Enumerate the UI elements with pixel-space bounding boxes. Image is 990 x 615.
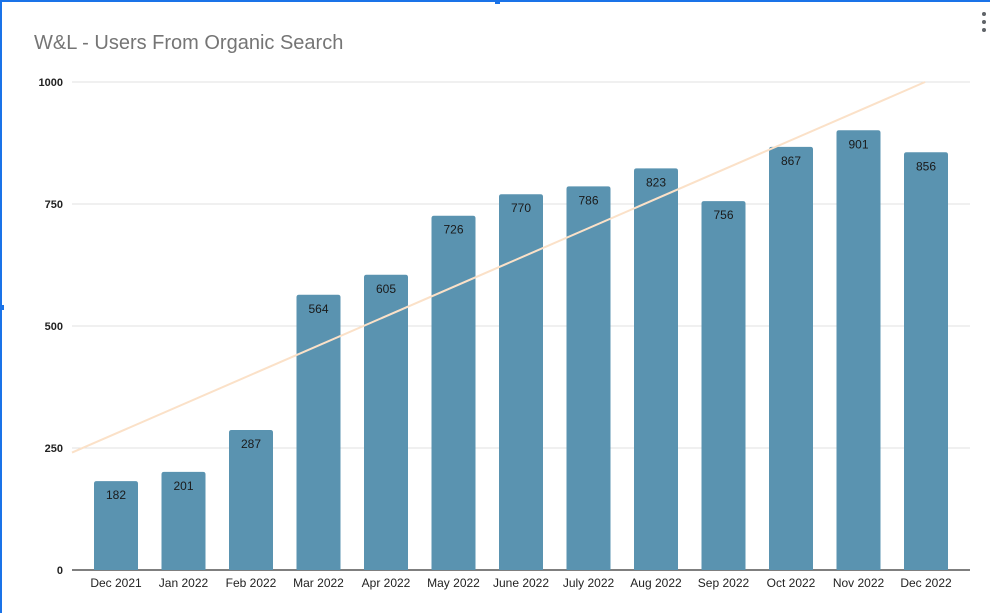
bar[interactable] — [904, 152, 948, 570]
bar[interactable] — [836, 130, 881, 570]
x-axis-ticks: Dec 2021 Jan 2022 Feb 2022 Mar 2022 Apr 2022… — [90, 576, 952, 590]
bar[interactable] — [701, 201, 746, 570]
x-tick-label: Oct 2022 — [767, 576, 816, 590]
data-label: 756 — [713, 208, 733, 222]
more-vert-dot — [982, 20, 986, 24]
y-tick-label: 500 — [45, 321, 63, 333]
y-tick-label: 250 — [45, 443, 63, 455]
data-label: 564 — [308, 302, 328, 316]
y-tick-label: 1000 — [39, 77, 63, 89]
bar[interactable] — [566, 186, 611, 570]
x-tick-label: Feb 2022 — [226, 576, 277, 590]
bars — [94, 130, 948, 571]
data-label: 726 — [443, 223, 463, 237]
y-tick-label: 750 — [45, 199, 63, 211]
x-tick-label: Dec 2021 — [90, 576, 142, 590]
x-tick-label: June 2022 — [493, 576, 549, 590]
bar[interactable] — [431, 215, 476, 570]
data-label: 770 — [511, 201, 531, 215]
x-tick-label: July 2022 — [563, 576, 615, 590]
trendline — [71, 81, 926, 454]
data-label: 823 — [646, 175, 666, 189]
data-label: 201 — [173, 479, 193, 493]
data-label: 867 — [781, 154, 801, 168]
x-tick-label: Apr 2022 — [362, 576, 411, 590]
x-tick-label: Aug 2022 — [630, 576, 682, 590]
bar[interactable] — [769, 146, 813, 571]
data-label: 287 — [241, 437, 261, 451]
x-tick-label: Sep 2022 — [698, 576, 750, 590]
data-label: 605 — [376, 282, 396, 296]
y-axis-ticks: 0 250 500 750 1000 — [39, 77, 63, 577]
more-vert-icon[interactable] — [979, 12, 989, 32]
bar[interactable] — [94, 481, 138, 570]
data-label: 901 — [848, 137, 868, 151]
data-label: 182 — [106, 488, 126, 502]
resize-handle-top[interactable] — [495, 0, 500, 4]
data-label: 786 — [578, 193, 598, 207]
more-vert-dot — [982, 12, 986, 16]
x-tick-label: Nov 2022 — [833, 576, 885, 590]
bar[interactable] — [161, 471, 206, 570]
x-tick-label: May 2022 — [427, 576, 480, 590]
y-tick-label: 0 — [57, 565, 63, 577]
more-vert-dot — [982, 28, 986, 32]
resize-handle-left[interactable] — [0, 305, 4, 310]
bar[interactable] — [296, 294, 341, 570]
data-labels: 182 201 287 564 605 726 770 786 823 756 867 901 856 — [106, 137, 936, 502]
trendline-layer — [71, 81, 926, 454]
data-label: 856 — [916, 159, 936, 173]
bar[interactable] — [229, 429, 273, 570]
bar[interactable] — [634, 168, 678, 570]
chart-title: W&L - Users From Organic Search — [34, 32, 344, 54]
x-tick-label: Dec 2022 — [900, 576, 952, 590]
x-tick-label: Mar 2022 — [293, 576, 344, 590]
x-tick-label: Jan 2022 — [159, 576, 209, 590]
bar[interactable] — [364, 274, 408, 570]
bar[interactable] — [499, 194, 543, 571]
